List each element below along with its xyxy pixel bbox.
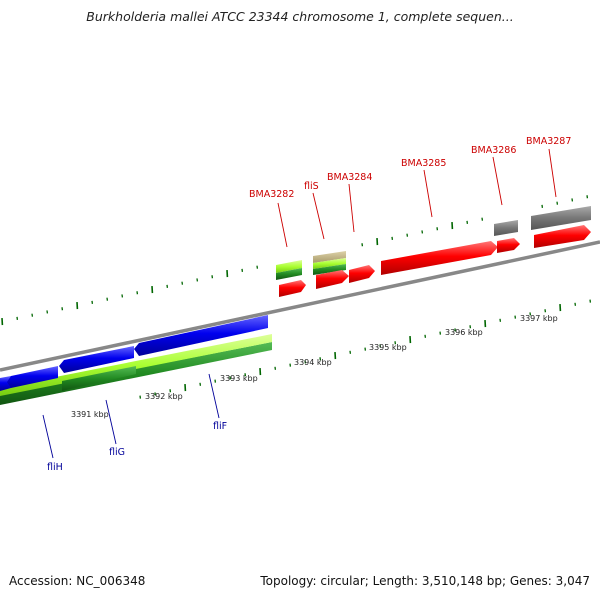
ruler-label-3392: 3392 kbp bbox=[145, 392, 183, 401]
gene-label-fliF[interactable]: fliF bbox=[213, 421, 227, 432]
cds-lime-box-2[interactable] bbox=[313, 258, 346, 269]
accession-label: Accession: NC_006348 bbox=[9, 574, 146, 588]
cds-green-box-2[interactable] bbox=[313, 264, 346, 275]
gene-label-BMA3286[interactable]: BMA3286 bbox=[471, 145, 516, 156]
callout-lines bbox=[42, 148, 557, 459]
gene-label-BMA3284[interactable]: BMA3284 bbox=[327, 172, 372, 183]
gene-BMA3285-arrow[interactable] bbox=[381, 241, 498, 275]
gene-label-BMA3285[interactable]: BMA3285 bbox=[401, 158, 446, 169]
gene-fliS-arrow[interactable] bbox=[316, 270, 349, 289]
pseudogene-BMA3287[interactable] bbox=[531, 206, 591, 230]
gene-BMA3287-arrow[interactable] bbox=[534, 225, 591, 248]
ruler-label-3394: 3394 kbp bbox=[294, 358, 332, 367]
gene-BMA3282-arrow[interactable] bbox=[279, 280, 306, 297]
gene-fliG-arrow[interactable] bbox=[7, 366, 58, 388]
gene-BMA3284-arrow[interactable] bbox=[349, 265, 375, 283]
gene-label-BMA3287[interactable]: BMA3287 bbox=[526, 136, 571, 147]
gene-BMA3286-arrow[interactable] bbox=[497, 238, 520, 253]
ruler-label-3396: 3396 kbp bbox=[445, 328, 483, 337]
sequence-backbone bbox=[0, 240, 600, 372]
cds-lime-box[interactable] bbox=[276, 260, 302, 273]
cds-tan-box[interactable] bbox=[313, 251, 346, 263]
genome-summary-label: Topology: circular; Length: 3,510,148 bp… bbox=[260, 574, 590, 588]
ruler-label-3393: 3393 kbp bbox=[220, 374, 258, 383]
reverse-strand-features bbox=[0, 315, 272, 405]
cds-green-segment[interactable] bbox=[62, 366, 136, 391]
cds-green-box[interactable] bbox=[276, 268, 302, 280]
gene-label-BMA3282[interactable]: BMA3282 bbox=[249, 189, 294, 200]
forward-strand-features bbox=[276, 206, 591, 297]
gene-label-fliH[interactable]: fliH bbox=[47, 462, 63, 473]
gene-fliF-arrow[interactable] bbox=[134, 315, 268, 356]
ruler-label-3395: 3395 kbp bbox=[369, 343, 407, 352]
map-title: Burkholderia mallei ATCC 23344 chromosom… bbox=[86, 9, 514, 24]
gene-fliF-upstream-arrow[interactable] bbox=[59, 346, 134, 373]
gene-label-fliG[interactable]: fliG bbox=[109, 447, 125, 458]
cds-lime-lower-band[interactable] bbox=[0, 334, 272, 396]
gene-label-fliS[interactable]: fliS bbox=[304, 181, 319, 192]
ruler-label-3397: 3397 kbp bbox=[520, 314, 558, 323]
ruler-label-3391: 3391 kbp bbox=[71, 410, 109, 419]
tick-row-lower bbox=[139, 299, 592, 399]
pseudogene-BMA3286[interactable] bbox=[494, 220, 518, 236]
tick-row-upper bbox=[1, 195, 589, 326]
gene-fliH-arrow[interactable] bbox=[0, 376, 11, 391]
